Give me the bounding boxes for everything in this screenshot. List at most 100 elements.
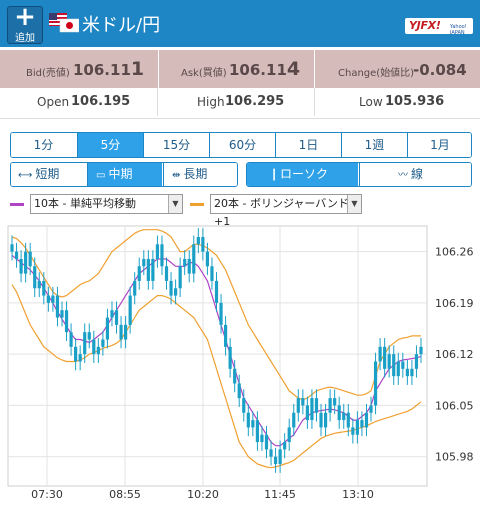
period-long-label: 長期 (183, 167, 208, 181)
candle-body (10, 244, 14, 252)
period-long-button[interactable]: ⇹ 長期 (163, 163, 237, 186)
y-tick-label: 105.98 (435, 451, 474, 464)
ohl-row: Open 106.195 High 106.295 Low 105.936 (0, 88, 480, 116)
candle-chart-button[interactable]: ┃ ローソク (247, 163, 358, 186)
candle-body (178, 266, 182, 289)
indicator-sma: 10本 - 単純平均移動 ▼ (10, 194, 183, 214)
compress-horizontal-icon: ⇹ (172, 170, 181, 181)
bollinger-line (11, 229, 421, 401)
bollinger-select[interactable]: 20本 - ボリンジャーバンド+1 ▼ (210, 194, 362, 228)
candle-body (283, 442, 287, 450)
candle-body (269, 449, 273, 457)
candle-body (219, 302, 223, 325)
candle-body (355, 420, 359, 435)
bid-cell: Bid(売値) 106.111 (0, 50, 157, 88)
change-cell: Change(始値比) -0.084 (314, 50, 480, 88)
timeframe-tabs: 1分 5分 15分 60分 1日 1週 1月 (10, 132, 472, 158)
candle-body (360, 420, 364, 428)
candle-body (246, 412, 250, 428)
y-tick-label: 106.19 (435, 297, 474, 310)
period-buttons: ⟷ 短期 ▭ 中期 ⇹ 長期 (10, 162, 238, 187)
add-button-label: 追加 (15, 33, 35, 44)
x-tick-label: 08:55 (109, 488, 141, 501)
candle-body (55, 295, 60, 318)
candle-body (337, 405, 341, 421)
candle-body (242, 398, 246, 413)
timeframe-tab-1day[interactable]: 1日 (275, 133, 341, 157)
plot-area (7, 225, 428, 487)
candle-body (42, 280, 46, 296)
indicator-bollinger: 20本 - ボリンジャーバンド+1 ▼ (190, 194, 362, 228)
candle-body (373, 361, 378, 406)
candle-body (305, 405, 309, 421)
candle-body (124, 324, 128, 340)
line-chart-button[interactable]: 〰線 (359, 163, 471, 186)
candle-body (364, 412, 369, 428)
line-chart-icon: 〰 (398, 170, 408, 181)
bid-value-main: 106.11 (73, 61, 131, 79)
period-short-label: 短期 (35, 167, 60, 181)
timeframe-tab-1min[interactable]: 1分 (11, 133, 76, 157)
bid-label: Bid(売値) (26, 68, 70, 79)
candle-body (201, 236, 205, 252)
high-label: High (197, 95, 225, 109)
candle-body (64, 310, 69, 333)
open-cell: Open 106.195 (0, 88, 157, 116)
candle-body (255, 420, 259, 443)
sma-select[interactable]: 10本 - 単純平均移動 ▼ (30, 194, 183, 214)
x-tick-label: 13:10 (342, 488, 374, 501)
candle-body (187, 258, 191, 274)
timeframe-tab-1month[interactable]: 1月 (407, 133, 471, 157)
candlestick-icon: ┃ (271, 170, 278, 181)
candle-body (278, 449, 282, 465)
candle-body (323, 412, 328, 428)
period-short-button[interactable]: ⟷ 短期 (11, 163, 86, 186)
chevron-down-icon: ▼ (347, 195, 361, 213)
change-value: -0.084 (413, 61, 467, 79)
low-cell: Low 105.936 (314, 88, 480, 116)
bollinger-color-swatch (190, 203, 204, 206)
candle-body (83, 332, 87, 355)
candle-body (310, 398, 314, 421)
candle-body (237, 383, 241, 399)
change-label: Change(始値比) (338, 68, 415, 79)
candle-body (405, 368, 409, 377)
period-mid-button[interactable]: ▭ 中期 (87, 163, 162, 186)
line-chart-label: 線 (411, 167, 424, 181)
candle-body (24, 251, 28, 274)
candle-body (87, 332, 91, 340)
candle-body (414, 354, 419, 369)
candle-body (264, 434, 269, 450)
candle-body (19, 258, 23, 274)
candle-body (205, 251, 210, 267)
ask-label: Ask(買値) (181, 68, 227, 79)
candle-body (110, 310, 114, 318)
candle-body (133, 280, 137, 296)
price-chart[interactable]: 106.26 106.19 106.12 106.05 105.98 07:30 08:55… (3, 218, 477, 514)
candle-body (46, 295, 50, 303)
candle-body (183, 258, 187, 267)
add-button[interactable]: + 追加 (7, 3, 43, 44)
candle-body (74, 346, 78, 362)
timeframe-tab-15min[interactable]: 15分 (143, 133, 209, 157)
currency-pair-title: 米ドル/円 (82, 15, 161, 36)
open-label: Open (37, 95, 70, 109)
candle-body (14, 251, 19, 259)
app-header: + 追加 米ドル/円 YJFX! Yahoo! JAPAN (0, 0, 480, 47)
candle-body (233, 368, 237, 384)
candle-body (292, 412, 296, 428)
timeframe-tab-5min[interactable]: 5分 (77, 133, 143, 157)
candle-body (101, 339, 105, 347)
x-tick-label: 11:45 (264, 488, 296, 501)
candle-body (151, 258, 155, 281)
candle-body (105, 317, 110, 340)
candle-body (251, 420, 255, 428)
y-tick-label: 106.26 (435, 246, 474, 259)
ask-value-last-digit: 4 (286, 58, 301, 80)
candle-chart-label: ローソク (280, 167, 329, 181)
timeframe-tab-60min[interactable]: 60分 (209, 133, 275, 157)
candle-body (333, 398, 337, 406)
candle-body (33, 266, 37, 289)
timeframe-tab-1week[interactable]: 1週 (341, 133, 407, 157)
candle-body (196, 236, 200, 245)
